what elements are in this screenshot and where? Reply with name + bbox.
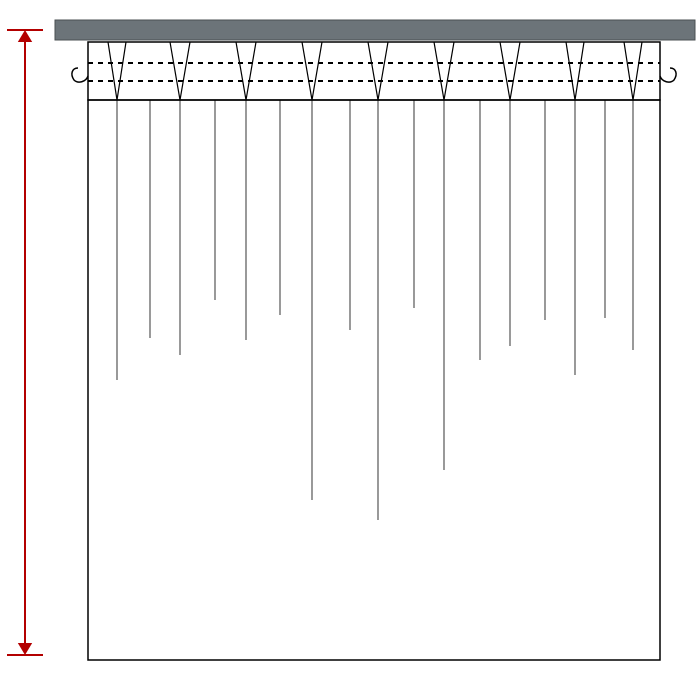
hook-right (660, 68, 676, 82)
pleat-6 (500, 42, 520, 100)
pleat-7 (566, 42, 584, 100)
pleat-3 (302, 42, 322, 100)
pleat-1 (170, 42, 190, 100)
pleat-5 (434, 42, 454, 100)
pleat-4 (368, 42, 388, 100)
pleat-0 (108, 42, 126, 100)
pleat-8 (624, 42, 642, 100)
curtain-rail (55, 20, 695, 40)
pleat-2 (236, 42, 256, 100)
dim-arrow-bottom (18, 643, 32, 655)
dim-arrow-top (18, 30, 32, 42)
hook-left (72, 68, 88, 82)
curtain-body (88, 100, 660, 660)
